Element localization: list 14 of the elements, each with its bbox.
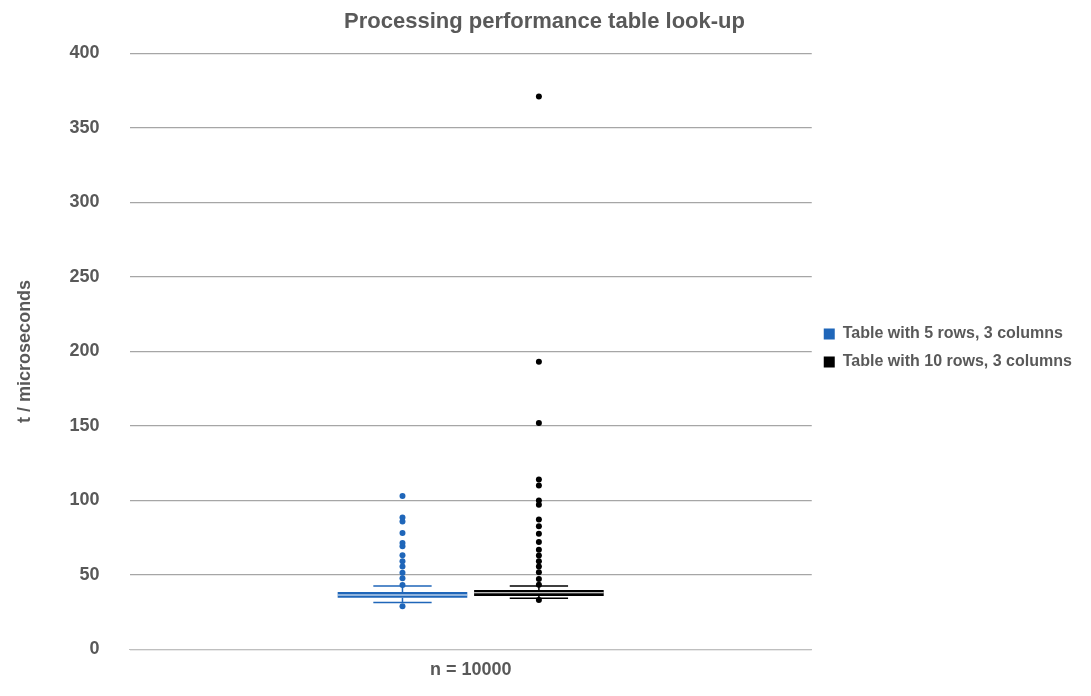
y-tick-label: 0 xyxy=(89,638,100,659)
x-tick-label: n = 10000 xyxy=(429,659,512,680)
chart-title: Processing performance table look-up xyxy=(344,8,745,34)
y-tick-label: 50 xyxy=(79,563,100,584)
y-tick-label: 250 xyxy=(69,265,100,286)
y-tick-label: 150 xyxy=(69,414,100,435)
y-axis-title: t / microseconds xyxy=(13,279,34,423)
y-tick-label: 200 xyxy=(69,340,100,361)
y-tick-label: 300 xyxy=(69,191,100,212)
legend-label: Table with 5 rows, 3 columns xyxy=(842,324,1064,342)
y-tick-label: 400 xyxy=(69,42,100,63)
y-tick-label: 350 xyxy=(69,116,100,137)
legend-label: Table with 10 rows, 3 columns xyxy=(842,352,1072,370)
y-tick-label: 100 xyxy=(69,489,100,510)
